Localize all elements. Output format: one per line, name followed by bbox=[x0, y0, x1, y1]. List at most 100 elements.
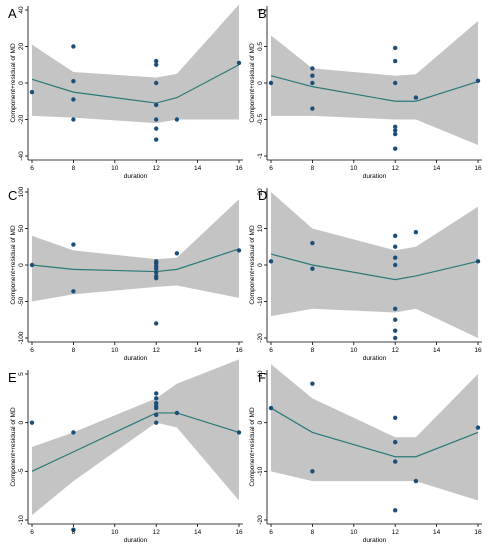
panel-label: A bbox=[8, 6, 17, 21]
data-point bbox=[174, 251, 180, 256]
data-point bbox=[268, 259, 274, 264]
data-point bbox=[71, 97, 76, 102]
y-tick-label: 5 bbox=[18, 372, 25, 376]
x-tick-label: 8 bbox=[72, 529, 76, 536]
x-tick-label: 6 bbox=[269, 165, 273, 172]
x-tick-label: 12 bbox=[392, 529, 400, 536]
data-point bbox=[236, 60, 242, 66]
y-tick-label: 0.5 bbox=[257, 42, 264, 51]
data-point bbox=[71, 527, 76, 532]
x-tick-label: 12 bbox=[392, 347, 400, 354]
y-axis-title: Component+residual of MD bbox=[249, 43, 256, 123]
x-tick-label: 14 bbox=[194, 347, 202, 354]
data-point bbox=[71, 242, 76, 247]
x-tick-label: 8 bbox=[311, 529, 315, 536]
y-tick-label: -1 bbox=[257, 153, 264, 159]
x-tick-label: 8 bbox=[311, 165, 315, 172]
x-tick-label: 8 bbox=[72, 347, 76, 354]
y-axis-title: Component+residual of MD bbox=[10, 225, 17, 305]
fit-line bbox=[270, 75, 479, 102]
x-axis-title: duration bbox=[363, 355, 387, 362]
data-point bbox=[393, 124, 398, 129]
x-tick-label: 10 bbox=[350, 529, 358, 536]
x-tick-label: 10 bbox=[350, 347, 358, 354]
chart-panel-e: 6 8 10 12 14 16 -10 -5 0 5 duration Component+resid… bbox=[8, 359, 243, 544]
x-tick-label: 16 bbox=[474, 347, 482, 354]
chart-panel-a: 6 8 10 12 14 16 -40 -20 0 20 40 duration Component+r… bbox=[8, 4, 243, 180]
chart-panel-c: 6 8 10 12 14 16 -100 -50 0 50 100 duration Component… bbox=[8, 186, 243, 362]
x-tick-label: 16 bbox=[235, 529, 243, 536]
data-point bbox=[393, 262, 398, 268]
y-tick-label: 0 bbox=[18, 263, 25, 267]
data-point bbox=[310, 73, 315, 78]
data-point bbox=[154, 321, 159, 326]
data-point bbox=[154, 137, 159, 142]
data-point bbox=[310, 66, 315, 71]
y-tick-label: -100 bbox=[18, 331, 25, 344]
chart-panel-f: 6 8 10 12 14 16 -20 -10 0 10 duration Component+res… bbox=[249, 364, 482, 544]
data-point bbox=[475, 78, 481, 84]
x-tick-label: 6 bbox=[30, 165, 34, 172]
x-tick-label: 12 bbox=[153, 165, 161, 172]
x-tick-label: 6 bbox=[269, 347, 273, 354]
panel-label: C bbox=[8, 188, 17, 203]
data-point bbox=[154, 396, 159, 401]
y-tick-label: 100 bbox=[18, 186, 25, 197]
data-point bbox=[393, 80, 398, 86]
y-tick-label: 20 bbox=[18, 43, 25, 51]
y-tick-label: -5 bbox=[18, 468, 25, 474]
x-tick-label: 16 bbox=[474, 165, 482, 172]
x-tick-label: 12 bbox=[153, 529, 161, 536]
confidence-band bbox=[32, 199, 239, 302]
fit-line bbox=[270, 407, 479, 458]
fit-line bbox=[270, 253, 479, 281]
data-point bbox=[310, 381, 315, 386]
y-tick-label: 0 bbox=[18, 420, 25, 424]
data-point bbox=[154, 260, 159, 266]
data-point bbox=[413, 95, 419, 100]
y-tick-label: -10 bbox=[257, 466, 264, 476]
x-tick-label: 16 bbox=[474, 529, 482, 536]
data-point bbox=[154, 62, 159, 67]
data-point bbox=[71, 430, 76, 435]
data-point bbox=[310, 240, 315, 246]
data-point bbox=[268, 405, 274, 411]
x-tick-label: 16 bbox=[235, 165, 243, 172]
y-tick-label: 10 bbox=[257, 370, 264, 378]
panel-label: F bbox=[258, 370, 266, 385]
y-tick-label: 50 bbox=[18, 225, 25, 233]
x-tick-label: 14 bbox=[433, 165, 441, 172]
data-point bbox=[310, 80, 315, 86]
data-point bbox=[393, 335, 398, 341]
data-point bbox=[154, 266, 159, 271]
data-point bbox=[154, 80, 159, 86]
data-point bbox=[154, 412, 159, 418]
data-point bbox=[154, 391, 159, 396]
confidence-band bbox=[271, 20, 478, 146]
chart-panel-d: 6 8 10 12 14 16 -20 -10 0 10 20 duration Component+r… bbox=[249, 188, 482, 362]
confidence-band bbox=[32, 359, 239, 516]
data-point bbox=[154, 270, 159, 275]
data-point bbox=[174, 410, 180, 416]
data-point bbox=[393, 317, 398, 322]
x-tick-label: 10 bbox=[111, 347, 119, 354]
y-axis-title: Component+residual of MD bbox=[10, 43, 17, 123]
y-tick-label: 10 bbox=[257, 225, 264, 233]
x-tick-label: 12 bbox=[153, 347, 161, 354]
x-tick-label: 16 bbox=[235, 347, 243, 354]
x-axis-title: duration bbox=[124, 355, 148, 362]
data-point bbox=[310, 469, 315, 474]
y-tick-label: 0 bbox=[18, 81, 25, 85]
y-tick-label: -20 bbox=[257, 333, 264, 343]
data-point bbox=[154, 117, 159, 122]
data-point bbox=[268, 80, 274, 86]
data-point bbox=[71, 78, 76, 84]
panel-label: D bbox=[258, 188, 267, 203]
data-point bbox=[393, 146, 398, 151]
y-tick-label: 0 bbox=[257, 420, 264, 424]
data-point bbox=[393, 306, 398, 311]
data-point bbox=[154, 275, 159, 281]
y-axis-title: Component+residual of MD bbox=[249, 407, 256, 487]
confidence-band bbox=[271, 364, 478, 501]
x-tick-label: 10 bbox=[350, 165, 358, 172]
